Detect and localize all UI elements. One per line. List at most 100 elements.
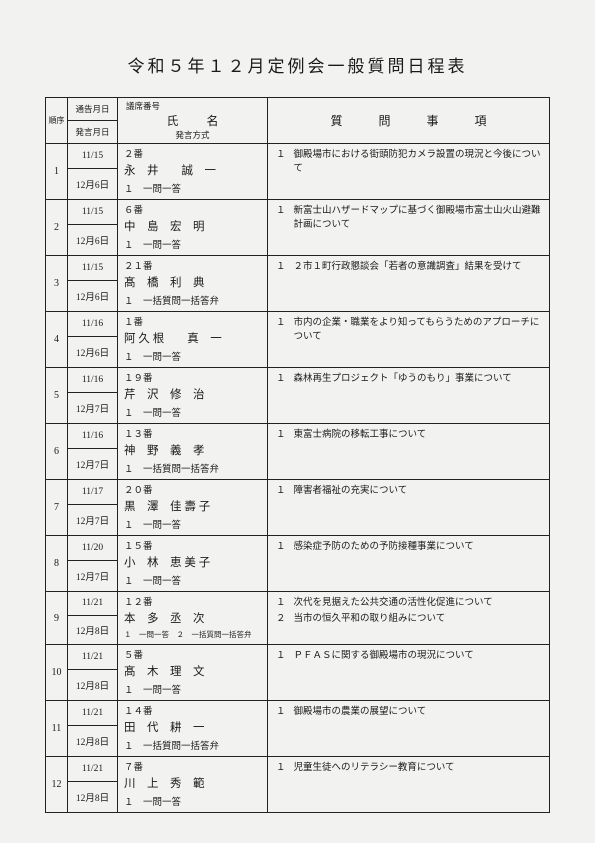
topic-text: ２市１町行政懇談会「若者の意識調査」結果を受けて — [294, 260, 541, 274]
seat-number: １３番 — [124, 426, 261, 440]
topic-number: １ — [276, 705, 286, 719]
table-body: 111/15 ２番永 井 誠 一 １ 一問一答 １ 御殿場市における街頭防犯カメラ設置の… — [46, 144, 550, 813]
cell-topic: １ ２市１町行政懇談会「若者の意識調査」結果を受けて — [268, 256, 550, 312]
topic-text: 感染症予防のための予防接種事業について — [294, 540, 541, 554]
seat-number: ５番 — [124, 647, 261, 661]
topic-number: ２ — [276, 612, 286, 626]
topic-text: 次代を見据えた公共交通の活性化促進について — [294, 596, 541, 610]
table-header: 順序 通告月日 議席番号 氏名 発言方式 質問事項 発言月日 — [46, 98, 550, 144]
cell-topic: １ＰＦＡＳに関する御殿場市の現況について — [268, 645, 550, 701]
hdr-seat-label: 議席番号 — [122, 100, 263, 112]
person-name: 永 井 誠 一 — [124, 162, 261, 178]
cell-name: １３番神 野 義 孝１ 一括質問一括答弁 — [118, 424, 268, 480]
cell-name: ６番中 島 宏 明１ 一問一答 — [118, 200, 268, 256]
topic-line: ２ 当市の恒久平和の取り組みについて — [276, 612, 541, 626]
hdr-topic: 質問事項 — [268, 98, 550, 144]
person-name: 川 上 秀 範 — [124, 775, 261, 791]
cell-speech-date: 12月8日 — [68, 726, 118, 757]
table-row: 1211/21７番川 上 秀 範１ 一問一答１児童生徒へのリテラシー教育について — [46, 757, 550, 782]
topic-number: １ — [276, 372, 286, 386]
person-name: 黒 澤 佳 壽 子 — [124, 498, 261, 514]
topic-number: １ — [276, 260, 286, 274]
hdr-speech-date: 発言月日 — [68, 121, 118, 144]
seat-number: １番 — [124, 314, 261, 328]
topic-text: 障害者福祉の充実について — [294, 484, 541, 498]
cell-name: ２０番黒 澤 佳 壽 子 １ 一問一答 — [118, 480, 268, 536]
seat-number: ６番 — [124, 202, 261, 216]
topic-line: １ 障害者福祉の充実について — [276, 484, 541, 498]
cell-notice-date: 11/16 — [68, 312, 118, 337]
topic-number: １ — [276, 540, 286, 554]
cell-speech-date: 12月6日 — [68, 281, 118, 312]
seat-number: １９番 — [124, 370, 261, 384]
cell-name: １９番芹 沢 修 治１ 一問一答 — [118, 368, 268, 424]
cell-seq: 4 — [46, 312, 68, 368]
hdr-name: 議席番号 氏名 発言方式 — [118, 98, 268, 144]
table-row: 111/15２番永 井 誠 一１ 一問一答１御殿場市における街頭防犯カメラ設置の… — [46, 144, 550, 169]
topic-number: １ — [276, 428, 286, 442]
topic-number: １ — [276, 484, 286, 498]
person-name: 神 野 義 孝 — [124, 442, 261, 458]
seat-number: ２０番 — [124, 482, 261, 496]
topic-text: 当市の恒久平和の取り組みについて — [294, 612, 541, 626]
speech-mode: １ 一問一答 — [124, 517, 261, 531]
cell-seq: 1 — [46, 144, 68, 200]
topic-line: １児童生徒へのリテラシー教育について — [276, 761, 541, 775]
cell-speech-date: 12月8日 — [68, 782, 118, 813]
cell-seq: 7 — [46, 480, 68, 536]
table-row: 811/20１５番小 林 恵 美 子１ 一問一答１感染症予防のための予防接種事業… — [46, 536, 550, 561]
cell-notice-date: 11/15 — [68, 200, 118, 225]
cell-topic: １東富士病院の移転工事について — [268, 424, 550, 480]
cell-speech-date: 12月6日 — [68, 169, 118, 200]
topic-line: １新富士山ハザードマップに基づく御殿場市富士山火山避難計画について — [276, 204, 541, 233]
table-row: 1011/21５番髙 木 理 文１ 一問一答１ＰＦＡＳに関する御殿場市の現況につ… — [46, 645, 550, 670]
cell-name: １２番本 多 丞 次 １ 一問一答 ２ 一括質問一括答弁 — [118, 592, 268, 645]
topic-number: １ — [276, 761, 286, 775]
topic-line: １ 市内の企業・職業をより知ってもらうためのアプローチについて — [276, 316, 541, 345]
topic-line: １次代を見据えた公共交通の活性化促進について — [276, 596, 541, 610]
cell-topic: １児童生徒へのリテラシー教育について — [268, 757, 550, 813]
topic-number: １ — [276, 316, 286, 345]
cell-speech-date: 12月8日 — [68, 670, 118, 701]
table-row: 711/17２０番黒 澤 佳 壽 子１ 一問一答１障害者福祉の充実について — [46, 480, 550, 505]
cell-name: １４番田 代 耕 一１ 一括質問一括答弁 — [118, 701, 268, 757]
page-title: 令和５年１２月定例会一般質問日程表 — [45, 52, 550, 77]
seat-number: １２番 — [124, 594, 261, 608]
topic-text: 御殿場市における街頭防犯カメラ設置の現況と今後について — [294, 148, 541, 177]
speech-mode: １ 一問一答 — [124, 682, 261, 696]
speech-mode: １ 一問一答 — [124, 181, 261, 195]
table-row: 211/15６番中 島 宏 明１ 一問一答１新富士山ハザードマップに基づく御殿場… — [46, 200, 550, 225]
seat-number: ２番 — [124, 146, 261, 160]
cell-seq: 8 — [46, 536, 68, 592]
speech-mode: １ 一括質問一括答弁 — [124, 293, 261, 307]
cell-topic: １次代を見据えた公共交通の活性化促進について ２ 当市の恒久平和の取り組みについて — [268, 592, 550, 645]
topic-line: １ 感染症予防のための予防接種事業について — [276, 540, 541, 554]
speech-mode: １ 一問一答 ２ 一括質問一括答弁 — [124, 629, 261, 640]
person-name: 阿 久 根 真 一 — [124, 330, 261, 346]
topic-line: １ 森林再生プロジェクト「ゆうのもり」事業について — [276, 372, 541, 386]
person-name: 田 代 耕 一 — [124, 719, 261, 735]
person-name: 芹 沢 修 治 — [124, 386, 261, 402]
topic-text: 森林再生プロジェクト「ゆうのもり」事業について — [294, 372, 541, 386]
topic-text: 市内の企業・職業をより知ってもらうためのアプローチについて — [294, 316, 541, 345]
cell-seq: 12 — [46, 757, 68, 813]
seat-number: １５番 — [124, 538, 261, 552]
seat-number: １４番 — [124, 703, 261, 717]
cell-topic: １新富士山ハザードマップに基づく御殿場市富士山火山避難計画について — [268, 200, 550, 256]
cell-seq: 9 — [46, 592, 68, 645]
speech-mode: １ 一問一答 — [124, 349, 261, 363]
cell-seq: 10 — [46, 645, 68, 701]
cell-name: １５番小 林 恵 美 子１ 一問一答 — [118, 536, 268, 592]
cell-name: １番阿 久 根 真 一 １ 一問一答 — [118, 312, 268, 368]
cell-topic: １御殿場市の農業の展望について — [268, 701, 550, 757]
topic-line: １東富士病院の移転工事について — [276, 428, 541, 442]
seat-number: ２１番 — [124, 258, 261, 272]
cell-speech-date: 12月7日 — [68, 449, 118, 480]
cell-notice-date: 11/21 — [68, 701, 118, 726]
person-name: 本 多 丞 次 — [124, 610, 261, 626]
cell-speech-date: 12月7日 — [68, 393, 118, 424]
cell-notice-date: 11/16 — [68, 424, 118, 449]
cell-topic: １ 障害者福祉の充実について — [268, 480, 550, 536]
topic-line: １ ２市１町行政懇談会「若者の意識調査」結果を受けて — [276, 260, 541, 274]
person-name: 小 林 恵 美 子 — [124, 554, 261, 570]
